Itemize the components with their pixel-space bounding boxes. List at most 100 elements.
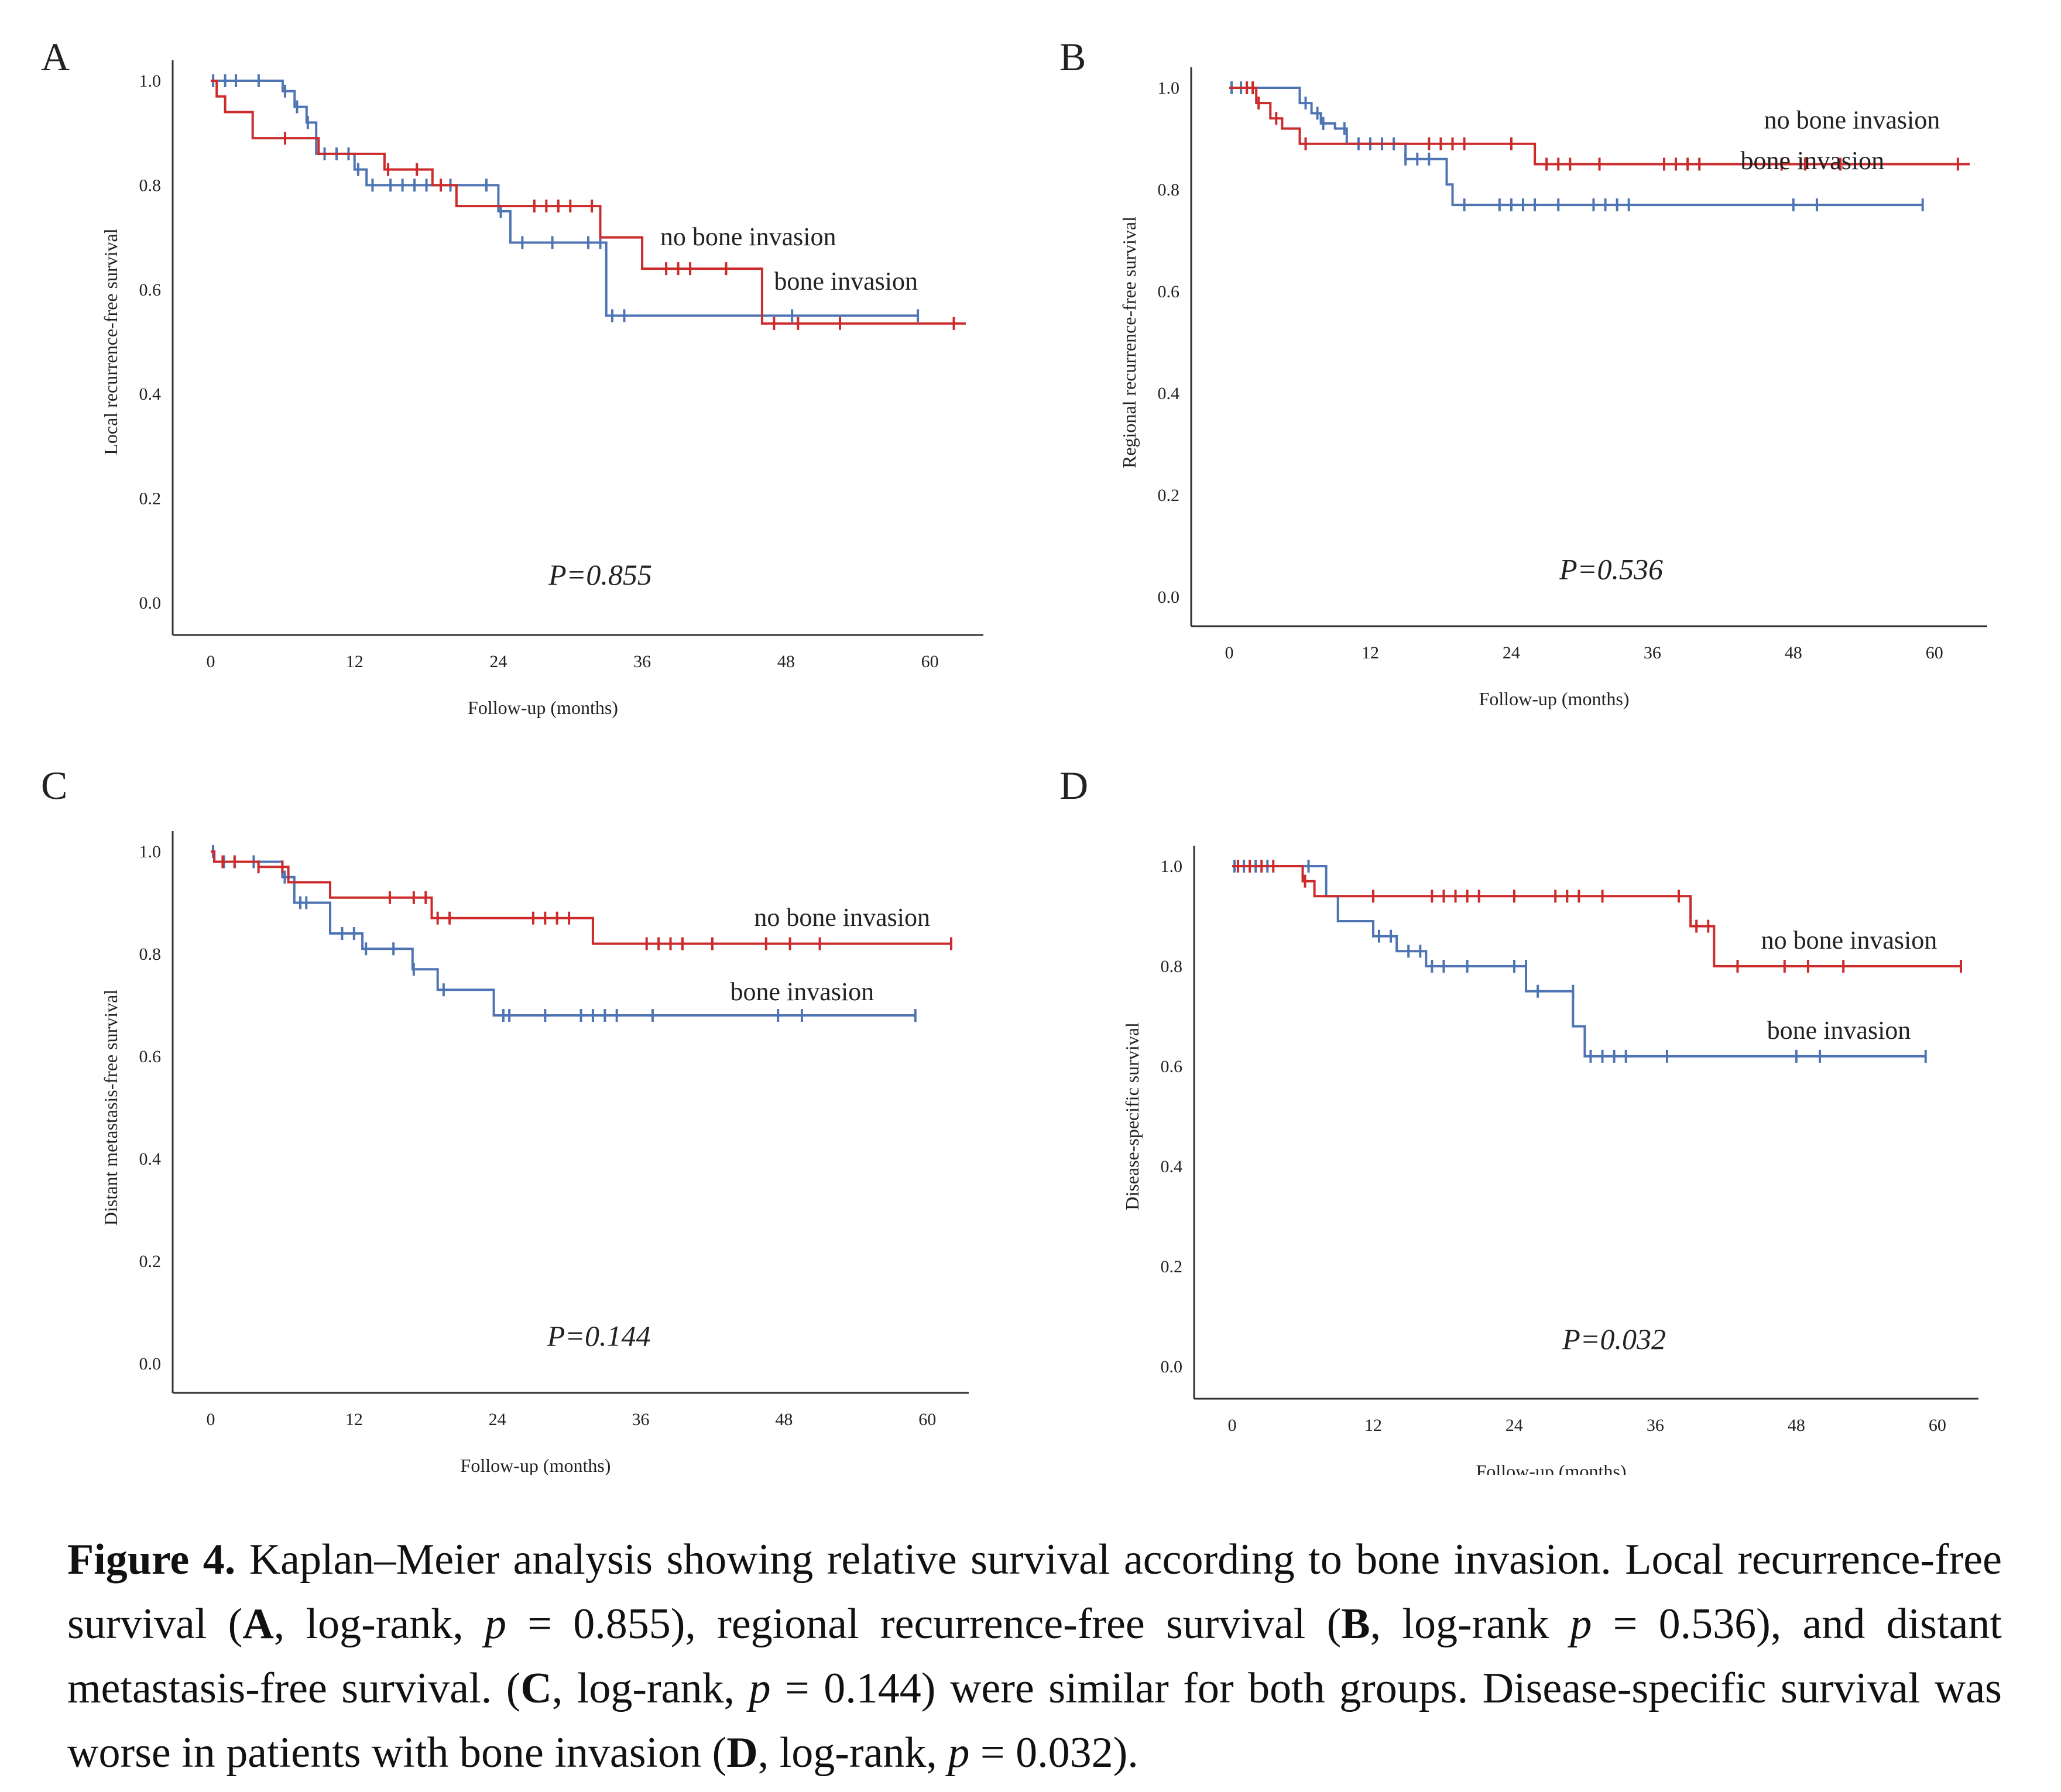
series-label: bone invasion xyxy=(774,267,918,296)
x-tick-label: 48 xyxy=(775,1410,793,1429)
series-label: no bone invasion xyxy=(660,222,836,251)
y-tick-label: 0.0 xyxy=(1158,588,1180,607)
x-tick-label: 36 xyxy=(1647,1416,1664,1435)
series-line-bone-invasion xyxy=(211,850,915,1017)
y-tick-label: 0.2 xyxy=(139,1252,162,1271)
caption-segment: = 0.536), and distant metastasis-free su… xyxy=(67,1600,2002,1712)
x-tick-label: 60 xyxy=(1929,1416,1946,1435)
y-tick-label: 0.8 xyxy=(1158,180,1180,200)
series-line-no-bone-invasion xyxy=(211,80,966,325)
figure-label: Figure 4. xyxy=(67,1536,236,1584)
panel-b: B 0.0 0.2 0.4 0.6 0.8 1.0 0 12 24 36 48 60 Follow-up … xyxy=(1059,35,1987,709)
x-tick-label: 24 xyxy=(1503,643,1520,662)
p-value: P=0.144 xyxy=(547,1319,651,1352)
caption-segment: C xyxy=(520,1664,552,1712)
panel-c: C 0.0 0.2 0.4 0.6 0.8 1.0 0 12 24 36 48 60 Follow-up … xyxy=(41,763,969,1475)
x-tick-label: 48 xyxy=(1788,1416,1805,1435)
series-label: bone invasion xyxy=(1767,1016,1911,1045)
x-tick-label: 36 xyxy=(632,1410,650,1429)
x-axis-label: Follow-up (months) xyxy=(1476,1461,1627,1475)
p-value: P=0.536 xyxy=(1559,553,1663,586)
x-tick-label: 24 xyxy=(1506,1416,1523,1435)
x-axis-label: Follow-up (months) xyxy=(1479,688,1630,709)
y-tick-label: 0.4 xyxy=(1158,384,1180,403)
y-tick-label: 0.2 xyxy=(1158,486,1180,505)
figure-caption: Figure 4. Kaplan–Meier analysis showing … xyxy=(67,1527,2002,1785)
x-axis-label: Follow-up (months) xyxy=(468,697,618,718)
x-tick-label: 0 xyxy=(207,1410,215,1429)
x-tick-label: 0 xyxy=(1228,1416,1237,1435)
x-tick-label: 60 xyxy=(1926,643,1943,662)
x-tick-label: 24 xyxy=(489,1410,506,1429)
panel-letter: C xyxy=(41,763,67,808)
x-tick-label: 12 xyxy=(346,652,363,671)
panel-letter: B xyxy=(1059,35,1086,79)
series-label: no bone invasion xyxy=(754,903,930,932)
x-axis-label: Follow-up (months) xyxy=(461,1455,611,1475)
panel-letter: A xyxy=(41,35,70,79)
caption-segment: A xyxy=(242,1600,274,1648)
km-figure: A 0.0 0.2 0.4 0.6 0.8 1.0 0 12 24 36 48 60 Follow-up … xyxy=(41,35,1987,1475)
caption-segment: , log-rank, xyxy=(551,1664,749,1712)
x-tick-label: 48 xyxy=(1785,643,1802,662)
x-tick-label: 0 xyxy=(1225,643,1234,662)
y-tick-label: 0.8 xyxy=(139,945,162,964)
x-tick-label: 24 xyxy=(489,652,507,671)
x-tick-label: 12 xyxy=(345,1410,363,1429)
y-tick-label: 0.4 xyxy=(1161,1157,1183,1176)
caption-body: Kaplan–Meier analysis showing relative s… xyxy=(67,1536,2002,1777)
y-tick-label: 1.0 xyxy=(139,71,162,91)
y-tick-label: 0.6 xyxy=(1161,1057,1183,1076)
series-label: bone invasion xyxy=(731,977,875,1006)
y-axis-label: Regional recurrence-free survival xyxy=(1119,217,1140,468)
x-tick-label: 48 xyxy=(777,652,795,671)
y-tick-label: 0.4 xyxy=(139,385,162,404)
x-tick-label: 36 xyxy=(633,652,651,671)
caption-segment: Kaplan–Meier analysis showing relative s… xyxy=(67,1536,2002,1648)
series-label: no bone invasion xyxy=(1761,926,1937,955)
series-line-no-bone-invasion xyxy=(1229,87,1970,166)
caption-segment: B xyxy=(1341,1600,1370,1648)
y-tick-label: 0.0 xyxy=(1161,1357,1183,1376)
caption-segment: p xyxy=(485,1600,507,1648)
p-value: P=0.855 xyxy=(548,558,652,591)
caption-segment: , log-rank, xyxy=(273,1600,485,1648)
y-tick-label: 0.6 xyxy=(1158,282,1180,301)
y-tick-label: 0.8 xyxy=(1161,957,1183,976)
y-tick-label: 1.0 xyxy=(1158,78,1180,98)
caption-segment: p xyxy=(948,1729,970,1777)
series-line-bone-invasion xyxy=(211,80,918,317)
y-tick-label: 0.2 xyxy=(1161,1257,1183,1276)
series-label: no bone invasion xyxy=(1764,106,1940,135)
y-tick-label: 0.4 xyxy=(139,1149,162,1169)
x-tick-label: 60 xyxy=(921,652,939,671)
y-tick-label: 0.0 xyxy=(139,593,162,613)
panel-d: D 0.0 0.2 0.4 0.6 0.8 1.0 0 12 24 36 48 60 Follow-up … xyxy=(1059,763,1978,1475)
y-tick-label: 1.0 xyxy=(1161,857,1183,876)
panel-letter: D xyxy=(1059,763,1088,808)
panel-a: A 0.0 0.2 0.4 0.6 0.8 1.0 0 12 24 36 48 60 Follow-up … xyxy=(41,35,983,718)
p-value: P=0.032 xyxy=(1562,1323,1666,1355)
y-axis-label: Disease-specific survival xyxy=(1122,1022,1143,1210)
y-tick-label: 0.6 xyxy=(139,280,162,300)
x-tick-label: 12 xyxy=(1364,1416,1382,1435)
caption-segment: p xyxy=(1570,1600,1592,1648)
y-tick-label: 1.0 xyxy=(139,842,162,861)
y-tick-label: 0.0 xyxy=(139,1354,162,1374)
y-tick-label: 0.2 xyxy=(139,489,162,509)
series-line-no-bone-invasion xyxy=(1232,865,1961,967)
y-axis-label: Local recurrence-free survival xyxy=(100,228,121,455)
caption-segment: = 0.032). xyxy=(969,1729,1138,1777)
x-tick-label: 12 xyxy=(1362,643,1379,662)
caption-segment: = 0.855), regional recurrence-free survi… xyxy=(506,1600,1342,1648)
caption-segment: D xyxy=(726,1729,758,1777)
caption-segment: = 0.144) were similar for both groups. D… xyxy=(67,1664,2002,1777)
y-tick-label: 0.6 xyxy=(139,1047,162,1066)
y-axis-label: Distant metastasis-free survival xyxy=(100,990,121,1226)
x-tick-label: 0 xyxy=(207,652,215,671)
caption-segment: p xyxy=(749,1664,771,1712)
caption-segment: , log-rank xyxy=(1370,1600,1570,1648)
x-tick-label: 36 xyxy=(1644,643,1661,662)
series-line-bone-invasion xyxy=(1229,87,1923,207)
x-tick-label: 60 xyxy=(918,1410,936,1429)
